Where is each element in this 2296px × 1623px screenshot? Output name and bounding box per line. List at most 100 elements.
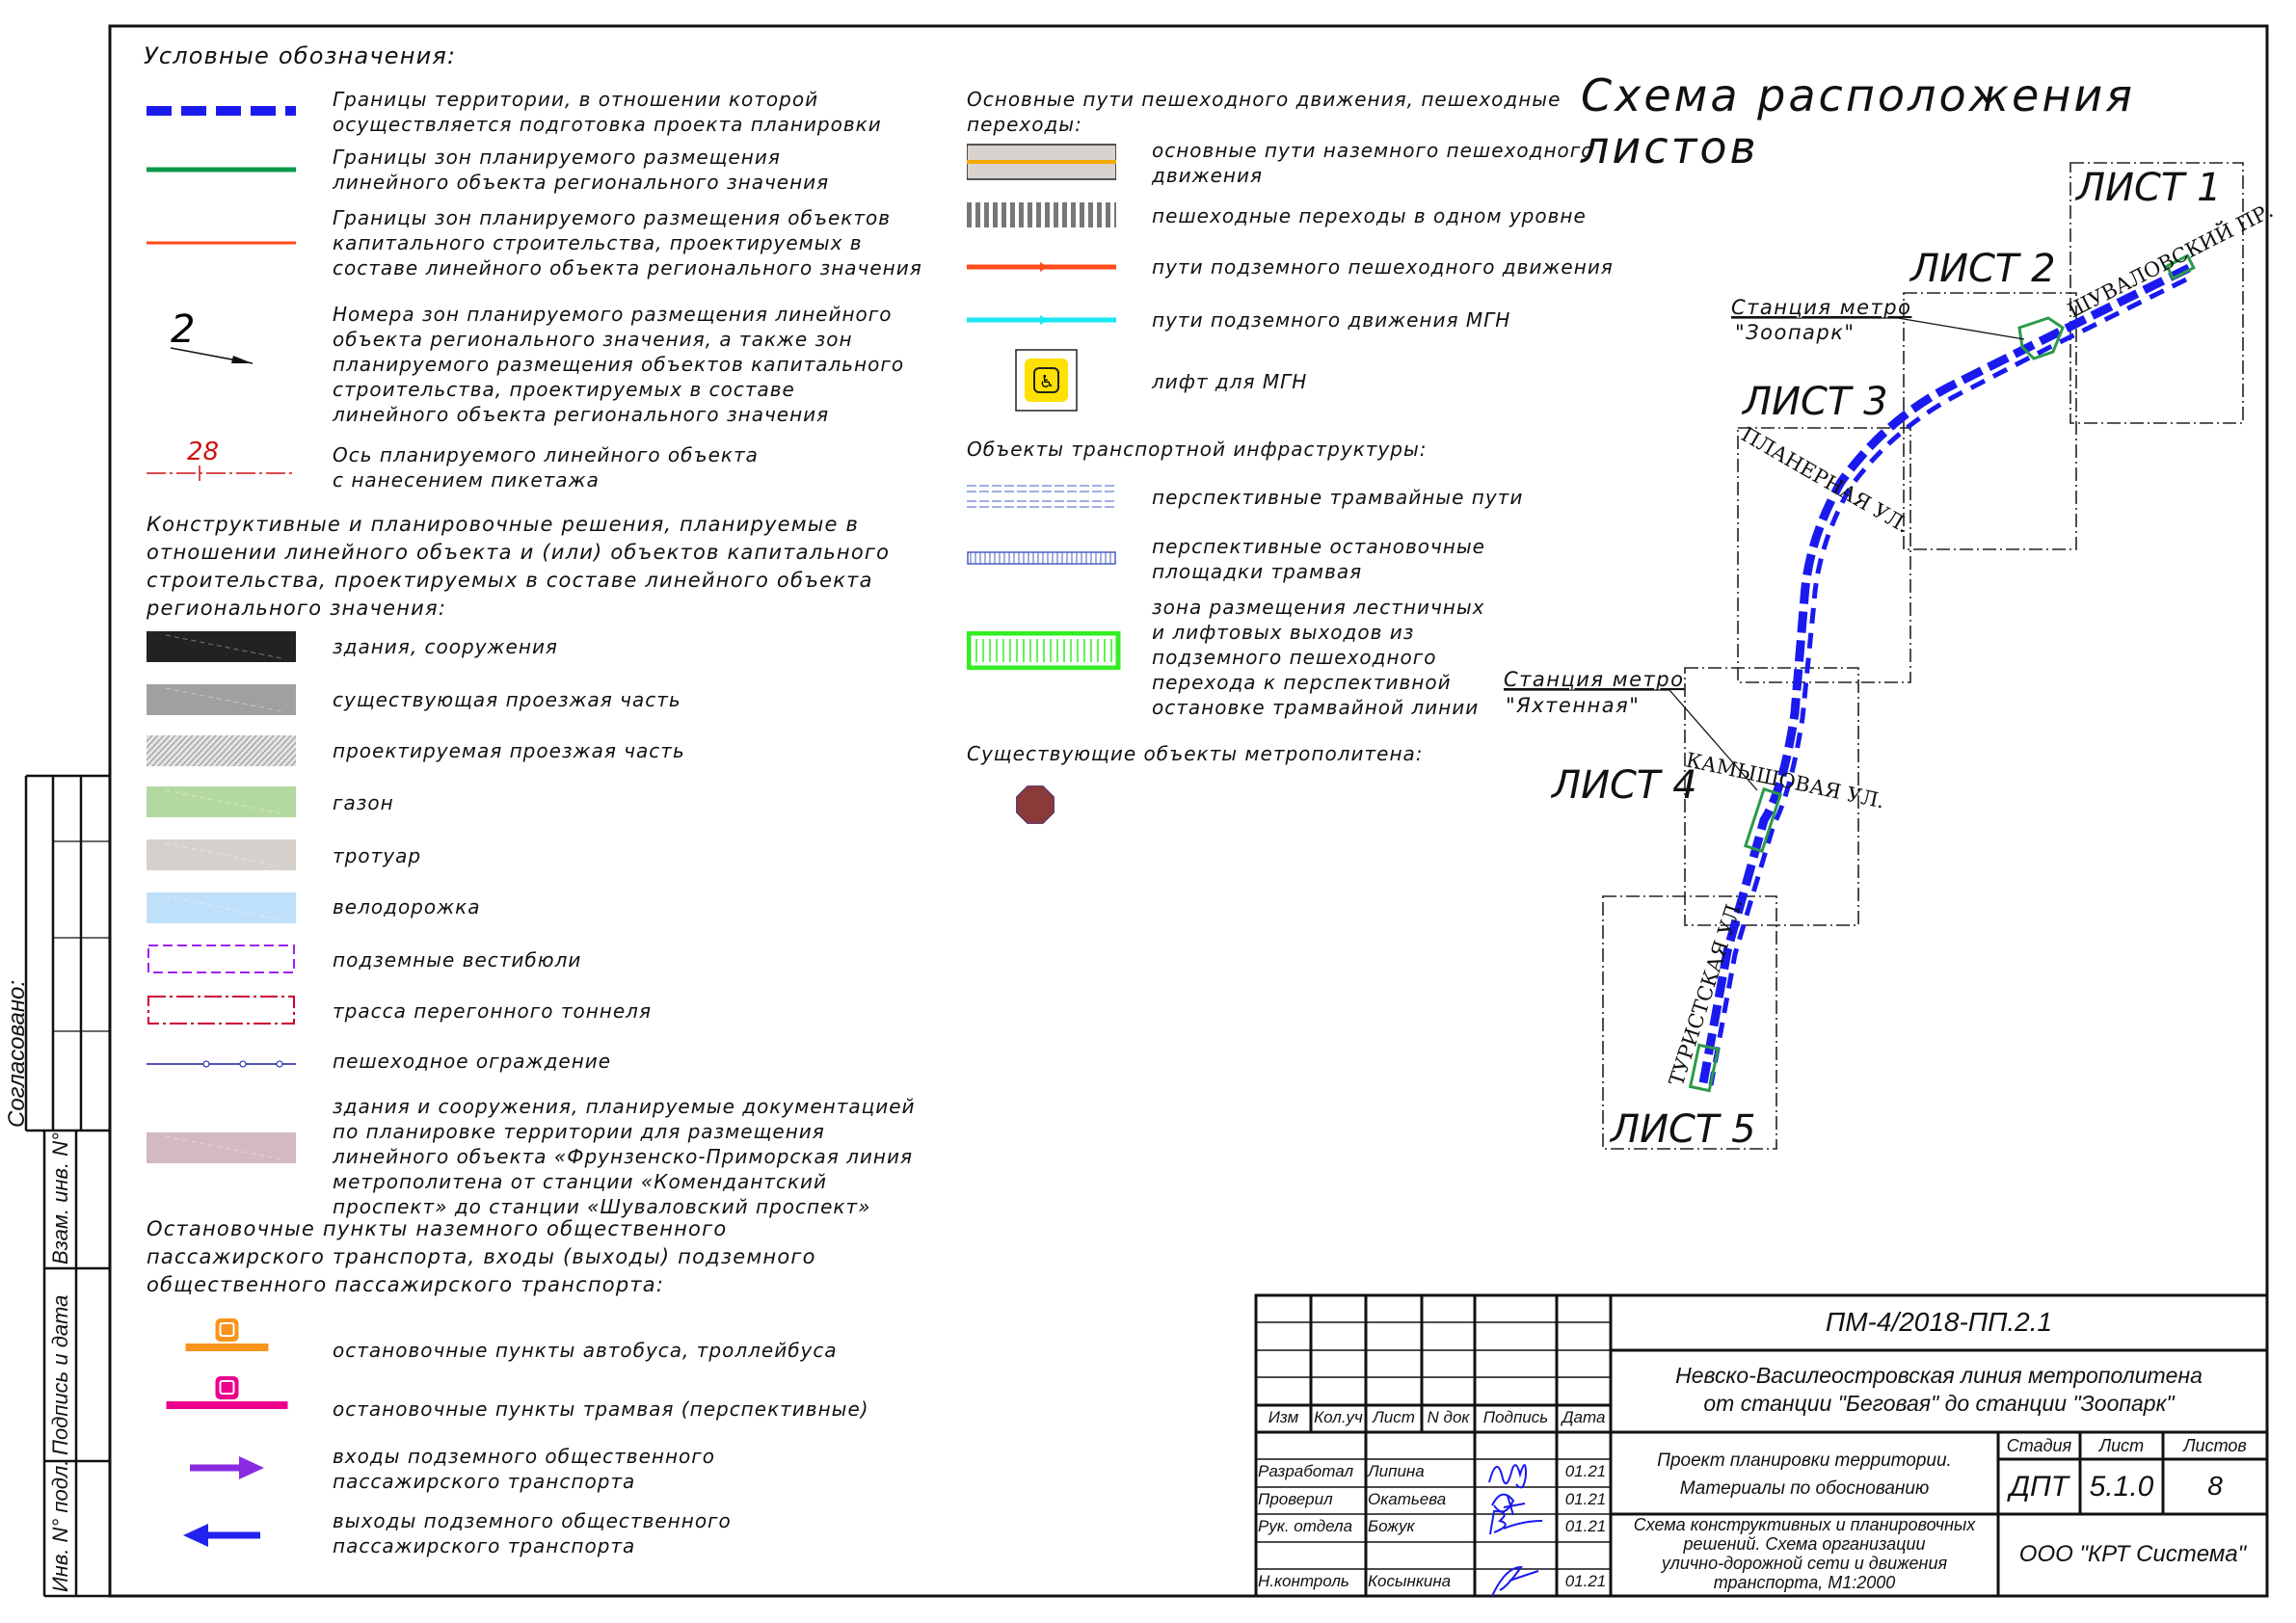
stage-value: ДПТ [2009, 1471, 2069, 1503]
signer-date: 01.21 [1564, 1517, 1607, 1535]
legend-item-text-line: остановочные пункты автобуса, троллейбус… [333, 1339, 838, 1362]
legend-item-text-line: линейного объекта регионального значения [333, 403, 830, 426]
project-title-line-2: от станции "Беговая" до станции "Зоопарк… [1703, 1391, 2175, 1416]
legend-section-heading-line: Объекты транспортной инфраструктуры: [967, 438, 1428, 461]
legend-item-text-line: Границы территории, в отношении которой [333, 88, 819, 111]
signer-name: Липина [1368, 1462, 1425, 1480]
legend-item-text-line: остановке трамвайной линии [1152, 696, 1480, 719]
legend-item-text: зона размещения лестничных и лифтовых вых… [1152, 595, 1484, 720]
legend-item-text-line: перспективные трамвайные пути [1152, 486, 1524, 509]
legend-item-text-line: основные пути наземного пешеходного [1152, 139, 1594, 162]
legend-item-text-line: перспективные остановочные [1152, 535, 1485, 558]
underground-vestibule-symbol [147, 940, 296, 978]
legend-item-text: Номера зон планируемого размещения линей… [333, 302, 904, 427]
legend-item-text-line: зона размещения лестничных [1152, 596, 1485, 619]
svg-text:♿: ♿ [1039, 372, 1055, 392]
underground-mgn-path-symbol [967, 310, 1116, 330]
tram-stop-symbol [147, 1370, 296, 1424]
sheet-frame-4[interactable] [1684, 667, 1859, 926]
legend-item-text-line: пути подземного движения МГН [1152, 308, 1511, 332]
legend-item-text-line: пассажирского транспорта [333, 1470, 636, 1493]
drawing-name-line-3: улично-дорожной сети и движения [1661, 1554, 1948, 1573]
crosswalk-symbol [967, 200, 1119, 229]
legend-item-text-line: Номера зон планируемого размещения линей… [333, 303, 893, 326]
sheet-label-1: ЛИСТ 1 [2074, 166, 2222, 210]
legend-item-text: здания и сооружения, планируемые докумен… [333, 1094, 916, 1219]
svg-text:28: 28 [187, 441, 219, 466]
legend-item-text-line: трасса перегонного тоннеля [333, 999, 652, 1023]
existing-metro-object-symbol [1014, 784, 1056, 826]
legend-item-text-line: и лифтовых выходов из [1152, 621, 1415, 644]
station-zoopark-outline [2017, 253, 2196, 360]
signature-kosynkina [1491, 1565, 1539, 1597]
territory-boundary-symbol [147, 92, 296, 130]
legend-item-text-line: лифт для МГН [1152, 370, 1308, 393]
legend-section-heading-line: Конструктивные и планировочные решения, … [147, 513, 860, 536]
signature-lipina [1488, 1464, 1528, 1489]
sheet-frame-5[interactable] [1602, 895, 1777, 1150]
column-header: Кол.уч [1314, 1408, 1363, 1426]
company-name: ООО "КРТ Система" [2018, 1541, 2247, 1567]
legend-item-text-line: газон [333, 791, 394, 814]
legend-item-text: пути подземного пешеходного движения [1152, 254, 1614, 279]
legend-item-text: пути подземного движения МГН [1152, 307, 1510, 333]
legend-item-text-line: подземного пешеходного [1152, 646, 1437, 669]
legend-section-heading-line: регионального значения: [147, 597, 447, 620]
legend-item-text: пешеходные переходы в одном уровне [1152, 203, 1587, 228]
lawn-symbol [147, 783, 296, 821]
station-name: "Зоопарк" [1735, 321, 1855, 344]
legend-item-text-line: площадки трамвая [1152, 560, 1363, 583]
signer-role: Рук. отдела [1258, 1517, 1353, 1535]
sheets-value: 8 [2207, 1471, 2223, 1501]
side-stamp-grid [24, 774, 110, 1598]
exit-arrow-symbol [147, 1516, 296, 1555]
axis-picket-symbol: 28 [147, 438, 296, 490]
surface-pedestrian-path-symbol [966, 143, 1117, 181]
legend-item-text-line: линейного объекта регионального значения [333, 171, 830, 194]
legend-section-heading-line: общественного пассажирского транспорта: [147, 1273, 665, 1296]
column-header: Дата [1562, 1408, 1606, 1426]
legend-section-heading-line: Основные пути пешеходного движения, пеше… [967, 88, 1562, 111]
legend-section-heading-line: строительства, проектируемых в составе л… [147, 569, 873, 592]
legend-item-text: перспективные остановочные площадки трамв… [1152, 534, 1485, 584]
project-title-line-1: Невско-Василеостровская линия метрополит… [1675, 1363, 2203, 1388]
legend-item-text: выходы подземного общественного пассажирс… [333, 1508, 732, 1558]
doc-name-line-2: Материалы по обоснованию [1679, 1478, 1930, 1499]
legend-item-text-line: здания и сооружения, планируемые докумен… [333, 1095, 916, 1118]
bike-lane-symbol [147, 889, 296, 927]
sheet-frame-3[interactable] [1737, 427, 1911, 683]
legend-item-text-line: объекта регионального значения, а также … [333, 328, 853, 351]
legend-section-heading-line: отношении линейного объекта и (или) объе… [147, 541, 891, 564]
document-code: ПМ-4/2018-ПП.2.1 [1825, 1307, 2053, 1337]
sheet-header: Лист [2098, 1436, 2145, 1455]
legend-item-text-line: с нанесением пикетажа [333, 468, 600, 492]
legend-item-text-line: осуществляется подготовка проекта планир… [333, 113, 882, 136]
legend-item-text: остановочные пункты автобуса, троллейбус… [333, 1338, 838, 1363]
legend-item-text-line: перехода к перспективной [1152, 671, 1452, 694]
legend-item-text: лифт для МГН [1152, 369, 1307, 394]
exit-zone-symbol [966, 630, 1122, 671]
station-label: Станция метро [1731, 296, 1911, 319]
legend-item-text-line: составе линейного объекта регионального … [333, 256, 922, 279]
legend-item-text-line: здания, сооружения [333, 635, 558, 658]
legend-section-heading: Существующие объекты метрополитена: [967, 741, 1424, 766]
drawing-name-line-4: транспорта, М1:2000 [1713, 1573, 1896, 1592]
drawing-name-line-1: Схема конструктивных и планировочных [1633, 1515, 1976, 1534]
legend-item-text: Границы зон планируемого размещения объе… [333, 205, 922, 280]
doc-name-line-1: Проект планировки территории. [1657, 1450, 1952, 1471]
signer-name: Косынкина [1368, 1572, 1452, 1590]
signer-name: Божук [1368, 1517, 1415, 1535]
zone-capital-symbol [147, 233, 296, 253]
existing-road-symbol [147, 680, 296, 719]
signer-date: 01.21 [1564, 1572, 1607, 1590]
legend-item-text-line: линейного объекта «Фрунзенско-Приморская… [333, 1145, 913, 1168]
legend-item-text-line: Границы зон планируемого размещения объе… [333, 206, 892, 229]
signatures [1488, 1464, 1543, 1597]
tram-platforms-symbol [967, 544, 1122, 572]
sheet-label-3: ЛИСТ 3 [1741, 380, 1888, 424]
signature-bozhuk [1489, 1509, 1543, 1535]
legend-item-text: входы подземного общественного пассажирск… [333, 1444, 715, 1494]
